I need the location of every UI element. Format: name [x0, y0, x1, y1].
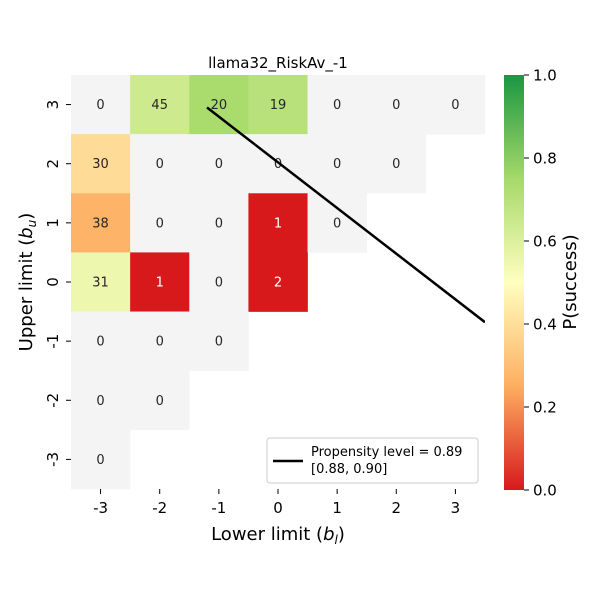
- cell-value-label: 0: [96, 98, 104, 113]
- legend-label: Propensity level = 0.89: [311, 445, 462, 460]
- cell-value-label: 45: [151, 98, 168, 113]
- heatmap-cell-23: [130, 311, 190, 371]
- y-axis-ticks: 3 2 1 0 -1 -2 -3: [44, 100, 71, 467]
- cell-value-label: 0: [215, 335, 223, 350]
- heatmap-cell-0: [71, 75, 131, 135]
- cell-value-label: 1: [156, 275, 164, 290]
- heatmap-cell-14: [130, 193, 190, 253]
- heatmap-cell-6: [425, 75, 486, 135]
- heatmap-cell-22: [71, 311, 131, 371]
- heatmap-cell-2: [189, 75, 249, 135]
- x-tick-label: -3: [93, 499, 108, 517]
- y-tick-label: -2: [44, 393, 62, 408]
- colorbar-tick-label: 1.0: [533, 67, 557, 85]
- colorbar-tick-label: 0.6: [533, 233, 557, 251]
- legend-box: [266, 437, 479, 484]
- cell-value-label: 0: [96, 453, 104, 468]
- colorbar-tick-label: 0.4: [533, 316, 557, 334]
- cell-value-label: 0: [451, 98, 459, 113]
- cell-value-label: 0: [215, 157, 223, 172]
- x-tick-label: -1: [211, 499, 226, 517]
- heatmap-cell-26: [130, 370, 190, 431]
- heatmap-cell-4: [307, 75, 367, 135]
- cell-value-label: 0: [96, 335, 104, 350]
- heatmap-cell-8: [130, 134, 190, 194]
- heatmap-cell-5: [366, 75, 427, 135]
- cell-value-label: 0: [215, 275, 223, 290]
- cell-value-label: 2: [274, 275, 282, 290]
- x-tick-label: 1: [332, 499, 342, 517]
- cell-value-label: 0: [333, 216, 341, 231]
- cell-value-label: 0: [156, 394, 164, 409]
- y-tick-label: -3: [44, 452, 62, 467]
- heatmap-cell-18: [71, 252, 131, 312]
- legend: Propensity level = 0.89 [0.88, 0.90]: [266, 437, 479, 484]
- cell-value-label: 1: [274, 216, 282, 231]
- propensity-line: [206, 106, 485, 324]
- cell-value-label: 38: [92, 216, 109, 231]
- heatmap-cell-24: [189, 311, 249, 371]
- chart-title: llama32_RiskAv_-1: [208, 54, 348, 73]
- cell-value-label: 0: [333, 157, 341, 172]
- cell-value-label: 0: [392, 157, 400, 172]
- heatmap-cell-9: [189, 134, 249, 194]
- cell-value-label: 0: [215, 216, 223, 231]
- y-tick-label: 1: [44, 218, 62, 228]
- y-tick-label: 3: [44, 100, 62, 110]
- cell-value-label: 0: [156, 157, 164, 172]
- cell-value-label: 0: [156, 335, 164, 350]
- heatmap-cell-12: [366, 134, 427, 194]
- heatmap-cell-7: [71, 134, 131, 194]
- cell-value-label: 31: [92, 275, 109, 290]
- x-axis-ticks: -3 -2 -1 0 1 2 3: [93, 489, 460, 517]
- colorbar-tick-label: 0.0: [533, 482, 557, 500]
- cell-value-label: 0: [96, 394, 104, 409]
- heatmap-cell-20: [189, 252, 249, 312]
- colorbar-tick-label: 0.8: [533, 150, 557, 168]
- cell-value-label: 30: [92, 157, 109, 172]
- colorbar-label: P(success): [560, 234, 581, 329]
- heatmap-cell-21: [248, 252, 308, 312]
- colorbar-tick-label: 0.2: [533, 399, 557, 417]
- cell-value-label: 19: [270, 98, 287, 113]
- y-axis-label: Upper limit (bu): [16, 213, 39, 352]
- heatmap-cell-1: [130, 75, 190, 135]
- heatmap-cell-25: [71, 370, 131, 431]
- heatmap-cell-11: [307, 134, 367, 194]
- x-tick-label: -2: [152, 499, 167, 517]
- cell-value-label: 0: [156, 216, 164, 231]
- cell-value-label: 0: [274, 157, 282, 172]
- colorbar: [504, 75, 524, 490]
- heatmap-cell-3: [248, 75, 308, 135]
- cell-value-label: 0: [392, 98, 400, 113]
- x-tick-label: 2: [391, 499, 401, 517]
- heatmap-cell-13: [71, 193, 131, 253]
- y-tick-label: 0: [44, 277, 62, 287]
- y-tick-label: 2: [44, 159, 62, 169]
- x-tick-label: 3: [451, 499, 461, 517]
- heatmap-cells: [71, 75, 486, 490]
- heatmap-cell-19: [130, 252, 190, 312]
- y-tick-label: -1: [44, 334, 62, 349]
- heatmap-cell-15: [189, 193, 249, 253]
- x-tick-label: 0: [273, 499, 283, 517]
- cell-value-label: 20: [211, 98, 228, 113]
- heatmap-cell-27: [71, 429, 131, 490]
- colorbar-ticks: 0.0 0.2 0.4 0.6 0.8 1.0: [524, 67, 557, 500]
- x-axis-label: Lower limit (bl): [211, 524, 345, 547]
- heatmap-cell-16: [248, 193, 308, 253]
- legend-interval: [0.88, 0.90]: [311, 462, 387, 477]
- heatmap-cell-labels: 0 45 20 19 0 0 030 0 0 0 0 038 0 0 1 031 1 0 20 0 00 00: [92, 98, 459, 468]
- cell-value-label: 0: [333, 98, 341, 113]
